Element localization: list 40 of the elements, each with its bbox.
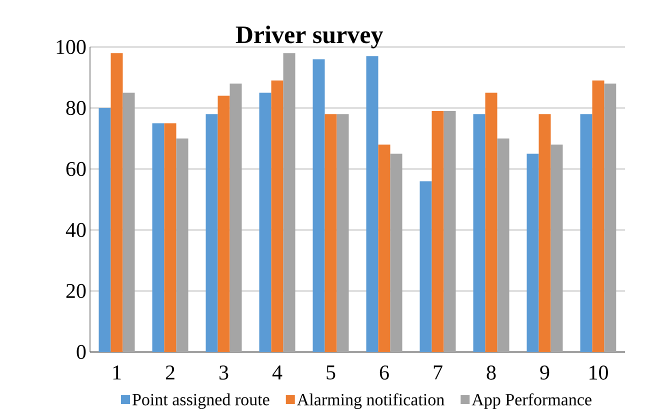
x-tick-label: 8: [486, 366, 496, 380]
y-tick-label: 40: [66, 222, 86, 238]
x-tick-label: 6: [380, 366, 389, 380]
bar: [592, 80, 604, 352]
chart-title: Driver survey: [236, 26, 384, 48]
x-tick-label: 9: [540, 366, 550, 380]
legend-label: Point assigned route: [132, 393, 270, 409]
legend-label: App Performance: [472, 393, 592, 409]
x-tick-label: 5: [326, 366, 336, 380]
bar: [526, 154, 539, 352]
bar: [324, 114, 337, 352]
bar: [378, 144, 390, 352]
y-tick-label: 20: [66, 284, 86, 298]
y-tick-label: 60: [66, 162, 86, 176]
bar: [164, 123, 176, 352]
x-tick-label: 10: [590, 366, 608, 380]
y-tick-label: 0: [76, 344, 86, 360]
bar: [538, 114, 551, 352]
bar: [580, 114, 592, 352]
y-tick-label: 100: [56, 40, 86, 54]
bar: [473, 114, 486, 352]
bar: [312, 59, 325, 352]
bar: [110, 53, 123, 352]
bar: [271, 80, 284, 352]
bar: [432, 111, 444, 352]
legend-label: Alarming notification: [297, 393, 444, 409]
bar: [98, 108, 111, 352]
bar: [218, 96, 230, 352]
x-tick-label: 7: [434, 366, 442, 380]
x-tick-label: 1: [113, 366, 121, 380]
bar: [152, 123, 164, 352]
x-tick-label: 2: [166, 366, 174, 380]
x-tick-label: 3: [220, 366, 228, 380]
y-tick-label: 80: [66, 100, 86, 116]
bar: [366, 56, 378, 352]
bar: [259, 92, 272, 352]
bar: [420, 181, 432, 352]
bar: [206, 114, 218, 352]
bar: [485, 92, 498, 352]
x-tick-label: 4: [272, 366, 282, 380]
